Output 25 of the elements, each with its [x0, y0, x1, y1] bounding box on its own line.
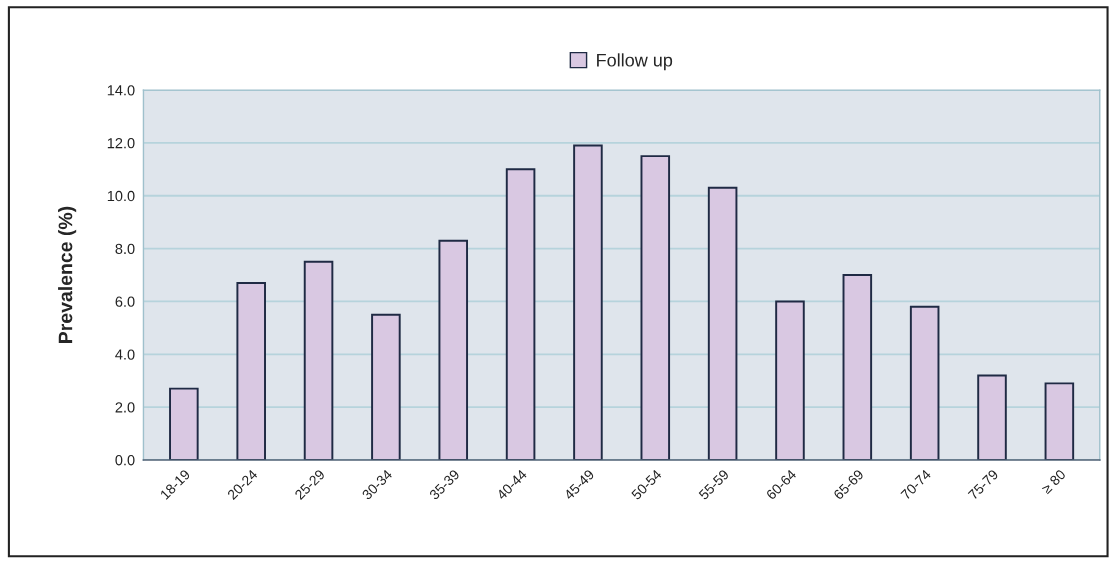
bar: [1044, 382, 1075, 460]
bar: [371, 313, 401, 460]
bar: [640, 155, 671, 460]
bar: [909, 305, 940, 460]
y-tick-label: 6.0: [115, 296, 135, 307]
bar: [505, 168, 536, 460]
y-tick-label: 0.0: [115, 455, 135, 466]
y-tick-label: 14.0: [107, 85, 135, 96]
bar: [303, 260, 334, 460]
bar: [236, 281, 266, 460]
bar: [707, 186, 738, 460]
bar: [775, 300, 805, 460]
y-tick-label: 2.0: [115, 402, 135, 413]
bar: [977, 374, 1007, 460]
y-tick-label: 4.0: [115, 349, 135, 360]
y-tick-label: 12.0: [107, 138, 135, 149]
y-tick-label: 10.0: [107, 190, 135, 202]
y-axis-title: Prevalence (%): [58, 206, 77, 343]
x-tick-label: ≥ 80: [1040, 468, 1067, 495]
bar: [573, 144, 603, 460]
bar: [169, 387, 199, 460]
bar: [438, 239, 469, 460]
y-tick-label: 8.0: [115, 243, 135, 255]
legend-label: Follow up: [597, 53, 673, 71]
bar: [842, 274, 873, 460]
